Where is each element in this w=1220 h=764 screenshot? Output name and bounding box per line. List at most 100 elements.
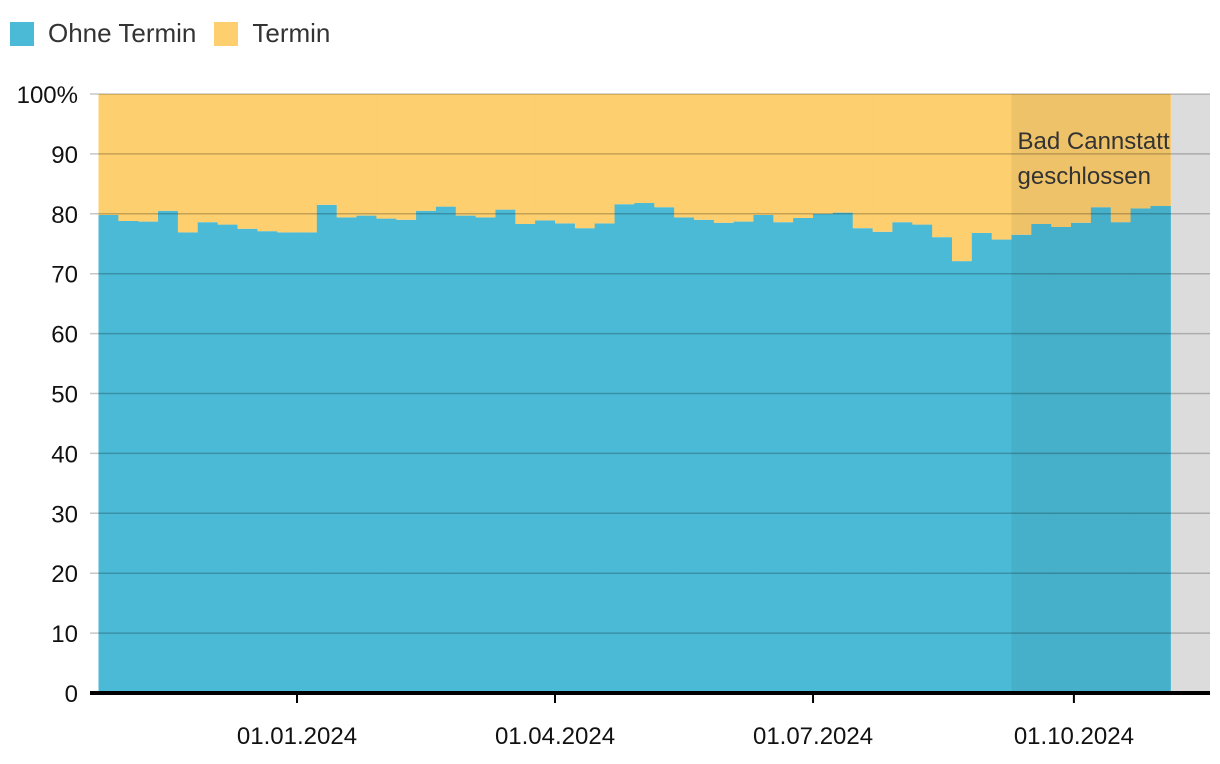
area-segment-termin [852, 94, 874, 229]
area-segment-termin [396, 94, 417, 220]
area-segment-termin [158, 94, 179, 211]
area-segment-termin [614, 94, 636, 205]
area-segment-termin [495, 94, 516, 210]
area-segment-termin [356, 94, 377, 216]
area-segment-ohne-termin [177, 232, 199, 693]
area-segment-termin [912, 94, 933, 225]
x-tick-label: 01.01.2024 [237, 723, 357, 750]
y-tick-label: 100% [17, 82, 78, 109]
area-segment-termin [773, 94, 794, 223]
legend-swatch-termin [214, 21, 239, 46]
area-segment-ohne-termin [138, 221, 159, 693]
area-segment-termin [336, 94, 358, 218]
area-segment-ohne-termin [773, 222, 794, 693]
area-segment-ohne-termin [793, 217, 814, 694]
area-segment-ohne-termin [1031, 223, 1052, 693]
area-segment-termin [574, 94, 596, 229]
area-segment-termin [515, 94, 536, 224]
area-segment-termin [793, 94, 814, 218]
x-tick-label: 01.04.2024 [495, 723, 615, 750]
area-segment-termin [693, 94, 715, 220]
legend-item-ohne-termin[interactable]: Ohne Termin [10, 18, 196, 49]
area-segment-termin [813, 94, 834, 214]
area-segment-ohne-termin [1130, 208, 1152, 693]
area-segment-termin [1071, 94, 1092, 223]
area-segment-termin [1130, 94, 1152, 209]
area-segment-ohne-termin [118, 220, 139, 693]
area-segment-ohne-termin [1110, 222, 1132, 693]
y-tick-label: 0 [65, 681, 78, 708]
area-segment-termin [435, 94, 457, 207]
area-segment-ohne-termin [674, 217, 695, 694]
area-segment-ohne-termin [495, 209, 516, 693]
area-segment-ohne-termin [753, 214, 774, 694]
y-tick-label: 90 [51, 142, 78, 169]
area-segment-termin [1051, 94, 1072, 227]
legend-swatch-ohne-termin [10, 21, 34, 46]
area-segment-termin [237, 94, 258, 229]
area-segment-ohne-termin [892, 222, 913, 693]
area-segment-ohne-termin [396, 219, 417, 694]
area-segment-ohne-termin [574, 228, 596, 693]
y-tick-label: 30 [51, 501, 78, 528]
area-segment-termin [118, 94, 139, 221]
area-segment-ohne-termin [158, 210, 179, 693]
legend-item-termin[interactable]: Termin [214, 18, 330, 49]
legend: Ohne Termin Termin [10, 18, 330, 49]
area-segment-termin [951, 94, 973, 262]
area-segment-termin [634, 94, 655, 204]
area-segment-termin [674, 94, 695, 218]
area-segment-termin [296, 94, 318, 233]
area-segment-termin [98, 94, 119, 215]
area-segment-ohne-termin [535, 220, 556, 694]
area-segment-ohne-termin [455, 215, 477, 694]
area-segment-termin [733, 94, 755, 222]
area-segment-termin [535, 94, 556, 221]
area-segment-ohne-termin [356, 215, 377, 694]
area-segment-ohne-termin [614, 204, 636, 693]
x-tick-label: 01.10.2024 [1014, 723, 1134, 750]
area-segment-ohne-termin [376, 218, 397, 694]
y-tick-label: 40 [51, 441, 78, 468]
area-segment-termin [1090, 94, 1112, 208]
area-segment-termin [1150, 94, 1171, 207]
area-segment-ohne-termin [217, 224, 239, 693]
area-segment-termin [257, 94, 278, 232]
area-segment-ohne-termin [813, 213, 834, 694]
area-segment-termin [832, 94, 854, 213]
area-segment-ohne-termin [197, 222, 219, 693]
area-segment-termin [971, 94, 993, 233]
area-segment-termin [1110, 94, 1132, 223]
area-segment-ohne-termin [237, 228, 258, 693]
area-segment-ohne-termin [98, 214, 119, 694]
y-tick-label: 20 [51, 561, 78, 588]
area-segment-termin [475, 94, 497, 218]
area-segment-termin [713, 94, 735, 223]
area-segment-ohne-termin [634, 203, 655, 693]
y-tick-label: 10 [51, 621, 78, 648]
area-segment-ohne-termin [277, 232, 298, 693]
area-segment-termin [1031, 94, 1052, 224]
area-segment-ohne-termin [693, 219, 715, 694]
area-segment-termin [197, 94, 219, 223]
y-tick-label: 80 [51, 202, 78, 229]
area-segment-ohne-termin [991, 239, 1013, 693]
area-segment-ohne-termin [296, 232, 318, 693]
area-segment-ohne-termin [912, 224, 933, 693]
highlight-closure-overlay [1011, 94, 1171, 693]
area-segment-termin [753, 94, 774, 215]
area-segment-termin [177, 94, 199, 233]
area-segment-ohne-termin [872, 231, 894, 693]
area-segment-ohne-termin [932, 237, 953, 693]
area-segment-termin [892, 94, 913, 223]
area-segment-ohne-termin [257, 231, 278, 693]
x-tick-label: 01.07.2024 [753, 723, 873, 750]
area-segment-termin [872, 94, 894, 232]
area-segment-ohne-termin [336, 217, 358, 694]
area-segment-termin [277, 94, 298, 233]
area-segment-ohne-termin [1150, 206, 1171, 693]
area-segment-ohne-termin [1051, 226, 1072, 693]
area-segment-ohne-termin [435, 206, 457, 693]
y-tick-label: 70 [51, 262, 78, 289]
